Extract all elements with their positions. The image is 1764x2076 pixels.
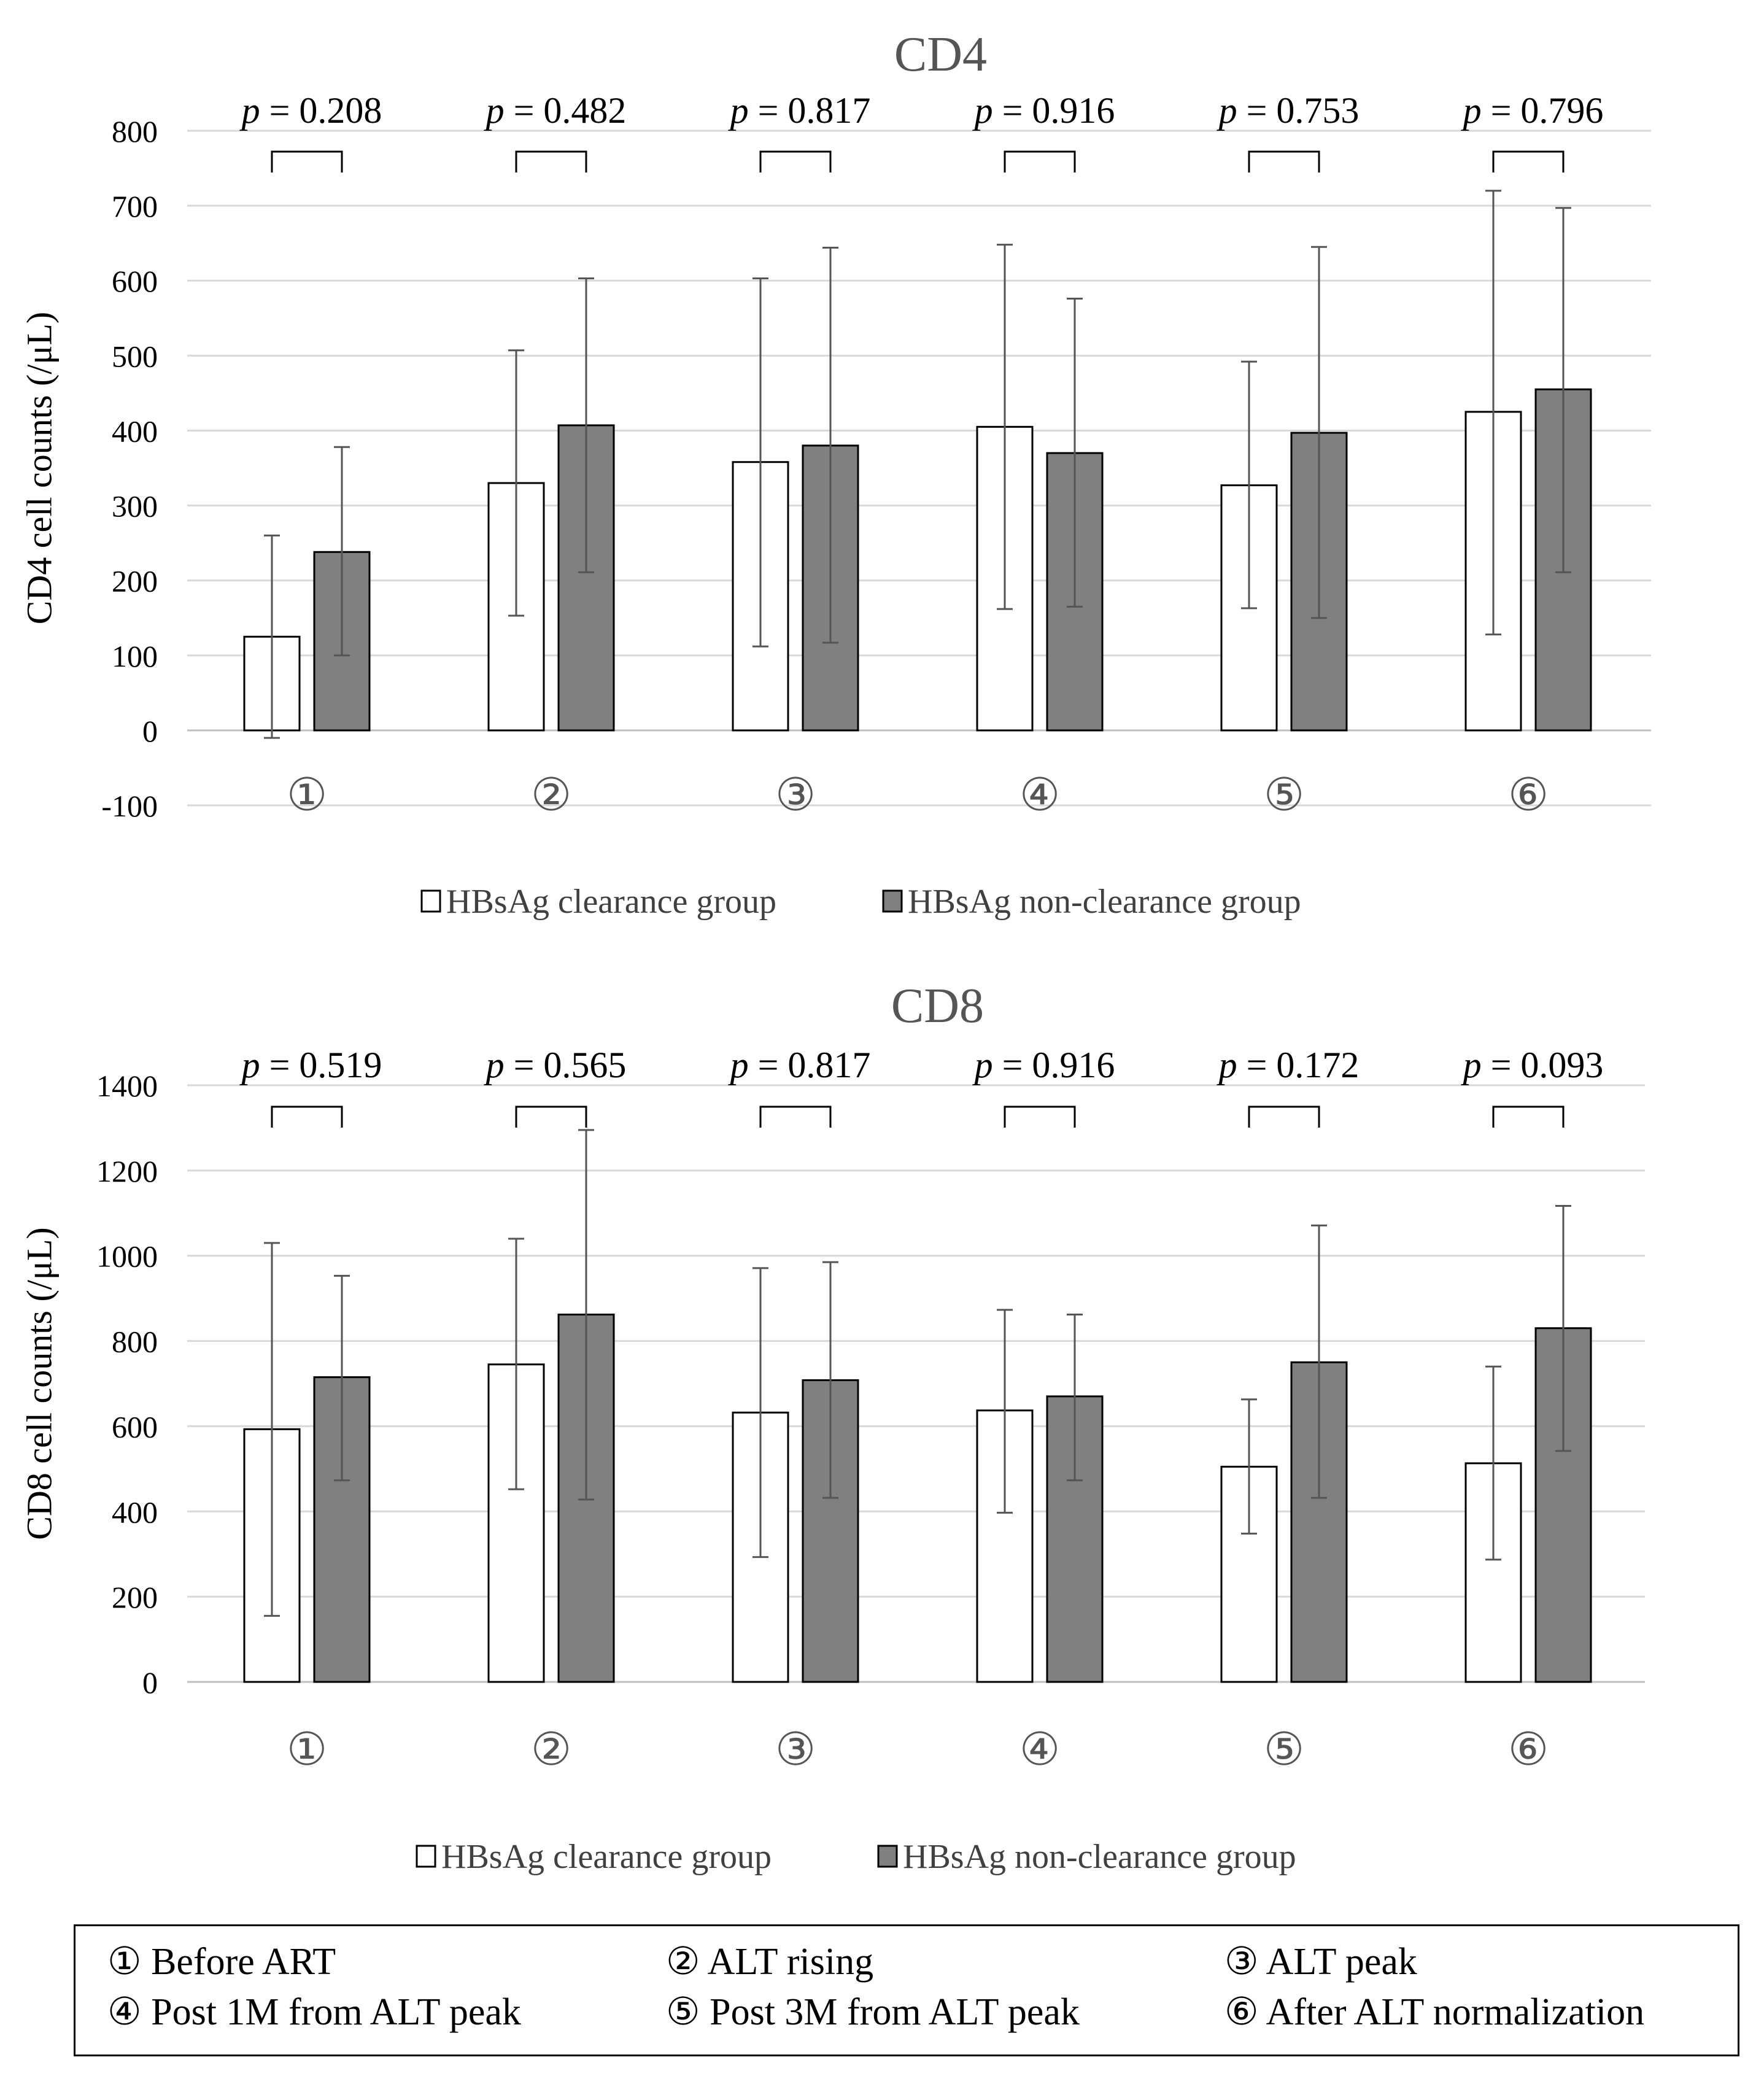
y-tick-label: 500 [112, 339, 158, 373]
x-category-label: ② [531, 769, 571, 821]
y-tick-label: 200 [112, 1580, 158, 1614]
x-category-label: ③ [775, 1723, 816, 1776]
significance-bracket [759, 1106, 832, 1128]
footnote-item-3: ③ ALT peak [1224, 1941, 1417, 1983]
significance-bracket [1248, 150, 1320, 172]
legend-label-clearance: HBsAg clearance group [446, 883, 776, 921]
y-tick-label: 600 [112, 264, 158, 298]
y-tick-label: 400 [112, 414, 158, 448]
p-value-label: p = 0.565 [484, 1045, 627, 1085]
y-tick-label: 1400 [96, 1069, 158, 1103]
y-tick-label: 1000 [96, 1239, 158, 1274]
y-tick-label: 400 [112, 1495, 158, 1529]
p-value-label: p = 0.817 [728, 1045, 871, 1085]
p-value-label: p = 0.208 [239, 90, 382, 131]
x-category-label: ⑥ [1508, 769, 1549, 821]
x-category-label: ⑤ [1264, 769, 1304, 821]
x-category-label: ④ [1019, 1723, 1060, 1776]
chart-cd4: CD4 CD4 cell counts (/μL) -100 0 100 200 300 40… [19, 28, 1651, 921]
significance-bracket [271, 150, 343, 172]
y-tick-label: 0 [142, 1665, 158, 1700]
footnote-item-2: ② ALT rising [666, 1941, 874, 1983]
legend-label-clearance: HBsAg clearance group [441, 1838, 772, 1876]
x-category-label: ⑥ [1508, 1723, 1549, 1776]
legend-swatch-clearance [420, 889, 441, 913]
x-category-label: ④ [1019, 769, 1060, 821]
significance-bracket [1004, 150, 1076, 172]
footnote-item-4: ④ Post 1M from ALT peak [107, 1991, 521, 2033]
p-value-label: p = 0.093 [1461, 1045, 1604, 1085]
footnote-item-6: ⑥ After ALT normalization [1224, 1991, 1645, 2033]
significance-bracket [515, 150, 587, 172]
x-category-label: ③ [775, 769, 816, 821]
y-tick-label: 0 [142, 714, 158, 748]
footnote-legend-box: ① Before ART ② ALT rising ③ ALT peak ④ P… [74, 1924, 1739, 2056]
x-category-label: ① [287, 769, 327, 821]
significance-bracket [1004, 1106, 1076, 1128]
significance-bracket [1492, 1106, 1565, 1128]
significance-bracket [1492, 150, 1565, 172]
chart-cd8: CD8 CD8 cell counts (/μL) 0 200 400 600 800 100… [19, 979, 1645, 1876]
significance-bracket [271, 1106, 343, 1128]
p-value-label: p = 0.482 [484, 90, 627, 131]
p-value-label: p = 0.753 [1217, 90, 1360, 131]
chart-title: CD4 [894, 28, 987, 82]
y-tick-label: 1200 [96, 1154, 158, 1188]
p-value-label: p = 0.916 [972, 90, 1115, 131]
legend-swatch-clearance [416, 1845, 436, 1868]
chart-title: CD8 [891, 979, 984, 1033]
footnote-item-1: ① Before ART [107, 1941, 336, 1983]
y-tick-label: 100 [112, 639, 158, 673]
x-category-label: ⑤ [1264, 1723, 1304, 1776]
legend-swatch-non-clearance [882, 889, 903, 913]
x-category-label: ② [531, 1723, 571, 1776]
p-value-label: p = 0.916 [972, 1045, 1115, 1085]
y-tick-label: 800 [112, 1325, 158, 1359]
legend-swatch-non-clearance [877, 1845, 898, 1868]
y-tick-label: 200 [112, 564, 158, 598]
y-axis-label: CD8 cell counts (/μL) [19, 1227, 59, 1540]
y-tick-label: 700 [112, 189, 158, 223]
footnote-item-5: ⑤ Post 3M from ALT peak [666, 1991, 1080, 2033]
legend-label-non-clearance: HBsAg non-clearance group [903, 1838, 1296, 1876]
legend-label-non-clearance: HBsAg non-clearance group [908, 883, 1301, 921]
y-tick-label: 600 [112, 1409, 158, 1444]
p-value-label: p = 0.172 [1217, 1045, 1360, 1085]
y-tick-label: 800 [112, 114, 158, 149]
significance-bracket [1248, 1106, 1320, 1128]
y-axis-label: CD4 cell counts (/μL) [19, 312, 59, 624]
p-value-label: p = 0.796 [1461, 90, 1604, 131]
p-value-label: p = 0.817 [728, 90, 871, 131]
significance-bracket [759, 150, 832, 172]
p-value-label: p = 0.519 [239, 1045, 382, 1085]
significance-bracket [515, 1106, 587, 1128]
y-tick-label: -100 [101, 789, 158, 823]
x-category-label: ① [287, 1723, 327, 1776]
y-tick-label: 300 [112, 489, 158, 524]
